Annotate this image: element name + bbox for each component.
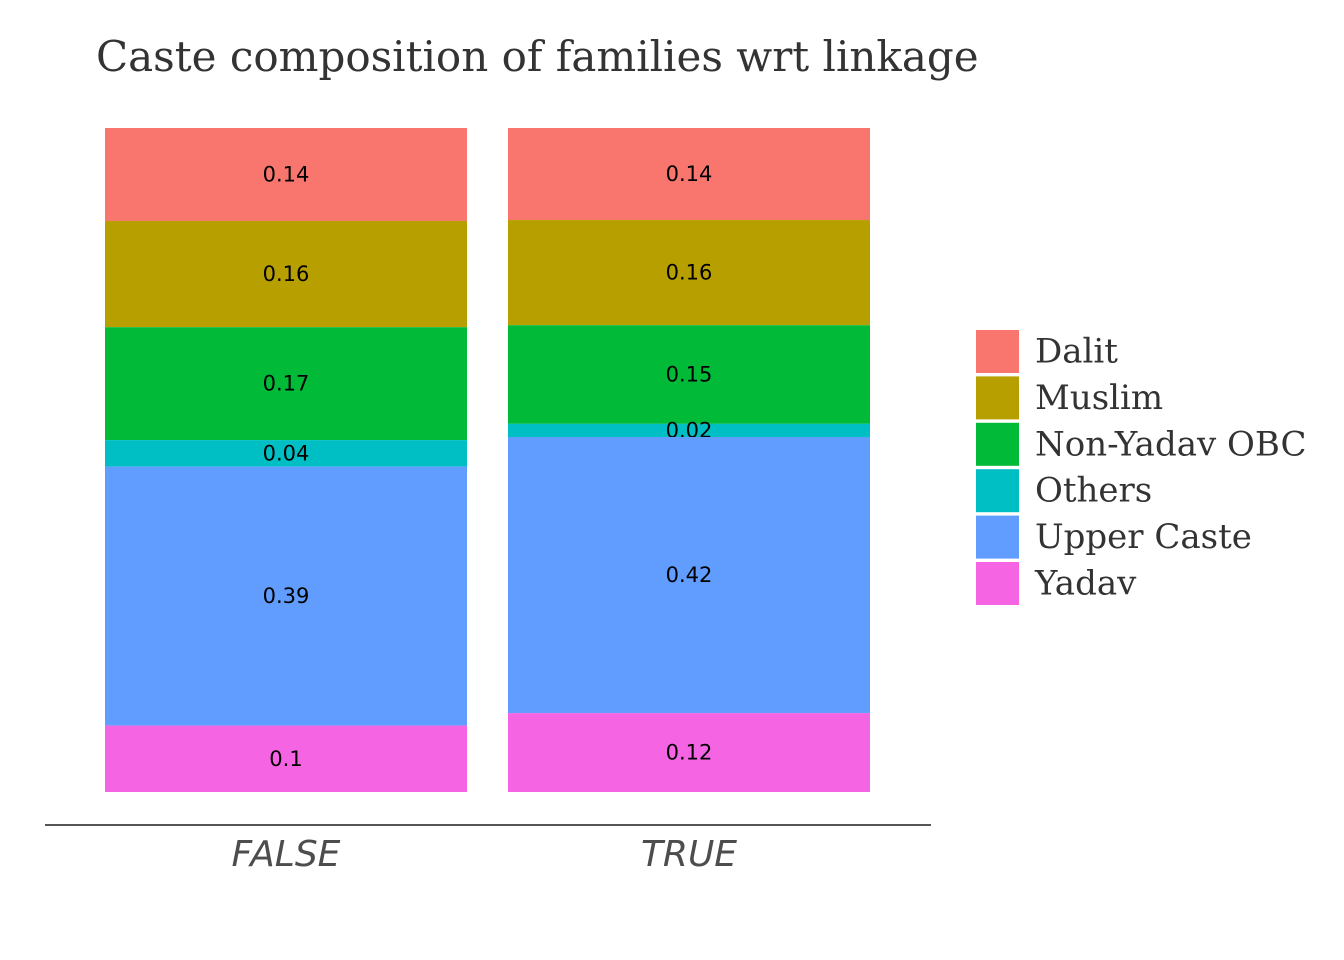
legend-label-muslim: Muslim [1035, 378, 1163, 418]
x-tick-label-false: FALSE [232, 834, 341, 875]
data-label-false-dalit: 0.14 [263, 162, 310, 186]
bar-segment-false-muslim [105, 220, 467, 328]
chart-title: Caste composition of families wrt linkag… [96, 32, 979, 81]
legend-label-non-yadav-obc: Non-Yadav OBC [1035, 424, 1307, 464]
x-tick-label-true: TRUE [641, 834, 737, 875]
data-label-false-upper-caste: 0.39 [263, 584, 310, 608]
legend-swatch-non-yadav-obc [976, 422, 1019, 466]
data-label-false-non-yadav-obc: 0.17 [263, 372, 310, 396]
data-label-false-muslim: 0.16 [263, 262, 310, 286]
legend-label-dalit: Dalit [1035, 332, 1118, 372]
bar-segment-false-non-yadav-obc [105, 327, 467, 441]
bar-segment-true-others [508, 423, 870, 437]
legend-swatch-yadav [976, 562, 1019, 605]
bar-segment-false-dalit [105, 128, 467, 221]
legend-label-yadav: Yadav [1034, 564, 1137, 604]
data-label-true-non-yadav-obc: 0.15 [666, 363, 713, 387]
bars-group: 0.140.160.170.040.390.10.140.160.150.020… [105, 128, 870, 792]
legend: Dalit Muslim Non-Yadav OBC Others Upper Cast… [976, 330, 1307, 605]
data-label-false-others: 0.04 [263, 441, 310, 465]
legend-label-upper-caste: Upper Caste [1035, 517, 1252, 557]
data-label-true-dalit: 0.14 [666, 162, 713, 186]
bar-segment-false-others [105, 440, 467, 467]
x-axis-ticks: FALSE TRUE [232, 834, 738, 875]
bar-segment-true-upper-caste [508, 436, 870, 714]
bar-segment-true-yadav [508, 713, 870, 792]
legend-swatch-muslim [976, 376, 1019, 420]
legend-swatch-dalit [976, 330, 1019, 373]
bar-segment-true-dalit [508, 128, 870, 221]
data-label-false-yadav: 0.1 [269, 747, 302, 771]
legend-swatch-upper-caste [976, 515, 1019, 559]
data-label-true-yadav: 0.12 [666, 741, 713, 765]
bar-segment-true-non-yadav-obc [508, 325, 870, 424]
legend-swatch-others [976, 469, 1019, 513]
bar-segment-true-muslim [508, 220, 870, 326]
legend-label-others: Others [1035, 471, 1152, 511]
data-label-true-upper-caste: 0.42 [666, 563, 713, 587]
data-label-true-muslim: 0.16 [666, 261, 713, 285]
bar-segment-false-upper-caste [105, 466, 467, 726]
bar-segment-false-yadav [105, 725, 467, 792]
